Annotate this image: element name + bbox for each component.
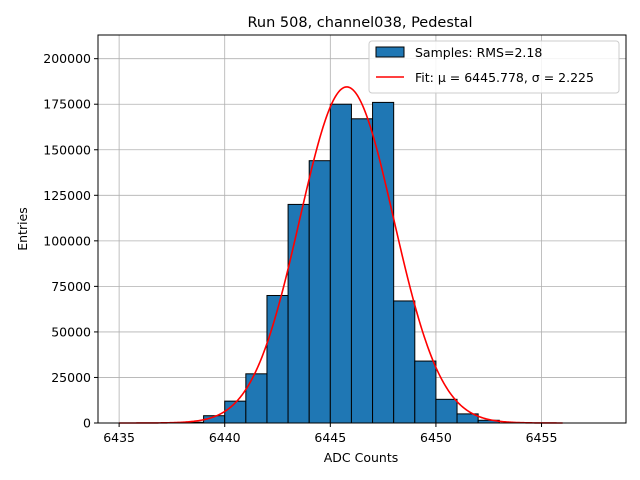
legend-histogram-label: Samples: RMS=2.18 — [415, 45, 542, 60]
histogram-bar — [308, 160, 331, 424]
y-tick-label: 75000 — [51, 279, 91, 294]
fit-curve — [119, 86, 563, 424]
histogram-bar — [266, 294, 289, 424]
chart-title: Run 508, channel038, Pedestal — [247, 15, 472, 31]
x-tick-label: 6450 — [420, 430, 452, 445]
y-axis-label: Entries — [15, 207, 30, 251]
x-tick-label: 6435 — [103, 430, 135, 445]
y-tick-label: 100000 — [43, 233, 91, 248]
histogram-bar — [435, 398, 458, 424]
x-tick-label: 6445 — [314, 430, 346, 445]
histogram-bars — [181, 101, 500, 424]
legend-fit-label: Fit: μ = 6445.778, σ = 2.225 — [415, 70, 594, 85]
y-tick-label: 25000 — [51, 370, 91, 385]
histogram-bar — [224, 400, 247, 424]
y-tick-label: 175000 — [43, 97, 91, 112]
y-tick-label: 125000 — [43, 188, 91, 203]
y-tick-label: 0 — [83, 416, 91, 431]
histogram-bar — [414, 360, 437, 424]
x-axis-ticks: 6435 6440 6445 6450 6455 — [103, 423, 557, 445]
legend: Samples: RMS=2.18 Fit: μ = 6445.778, σ =… — [368, 40, 620, 94]
x-axis-label: ADC Counts — [324, 450, 399, 465]
y-tick-label: 50000 — [51, 324, 91, 339]
y-axis-ticks: 0 25000 50000 75000 100000 125000 150000 175000… — [43, 51, 98, 431]
y-tick-label: 150000 — [43, 142, 91, 157]
y-tick-label: 200000 — [43, 51, 91, 66]
histogram-bar — [350, 118, 374, 424]
histogram-bar — [329, 103, 352, 424]
histogram-bar — [245, 373, 268, 424]
x-tick-label: 6455 — [526, 430, 558, 445]
legend-box — [368, 40, 620, 94]
x-tick-label: 6440 — [209, 430, 241, 445]
legend-histogram-swatch — [375, 46, 405, 58]
histogram-bar — [393, 300, 416, 424]
histogram-bar — [372, 101, 395, 424]
plot-frame — [97, 34, 627, 424]
histogram-bar — [287, 203, 310, 424]
